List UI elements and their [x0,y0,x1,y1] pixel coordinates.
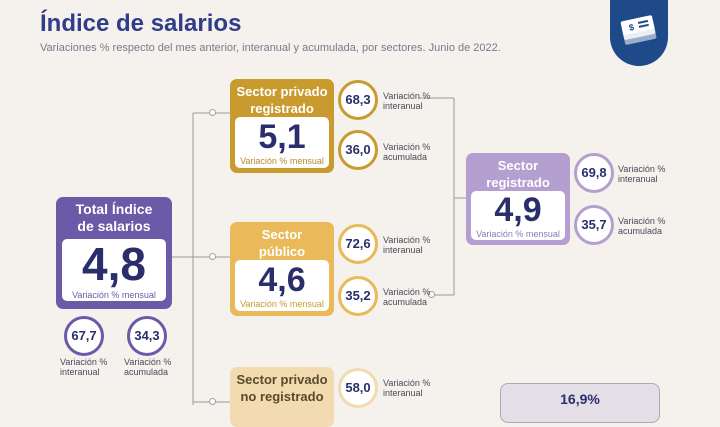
privado-interanual-label: Variación % interanual [383,91,431,111]
privado-monthly-caption: Variación % mensual [240,156,324,166]
privado-acumulada-circle: 36,0 [338,130,378,170]
privado-interanual-value: 68,3 [345,92,371,107]
registrado-interanual-label: Variación % interanual [618,164,666,184]
money-icon: $ [620,15,657,45]
connector-dot [209,253,216,260]
page-title: Índice de salarios [40,10,242,37]
svg-text:$: $ [628,22,635,33]
total-acumulada-label: Variación % acumulada [124,357,172,377]
privado-card-label: Sector privado registrado [236,84,328,116]
registrado-acumulada-label: Variación % acumulada [618,216,666,236]
no-registrado-card-label: Sector privado no registrado [236,372,328,404]
total-interanual-label: Variación % interanual [60,357,108,377]
total-interanual-circle: 67,7 [64,316,104,356]
no-registrado-interanual-circle: 58,0 [338,368,378,408]
publico-monthly-value: 4,6 [258,261,306,299]
privado-acumulada-label: Variación % acumulada [383,142,431,162]
publico-interanual-value: 72,6 [345,236,371,251]
privado-interanual-circle: 68,3 [338,80,378,120]
registrado-monthly-value: 4,9 [494,191,542,229]
bottom-summary-box: 16,9% [500,383,660,423]
registrado-interanual-circle: 69,8 [574,153,614,193]
total-acumulada-circle: 34,3 [127,316,167,356]
connector-dot [428,291,435,298]
publico-acumulada-circle: 35,2 [338,276,378,316]
privado-card-body: 5,1 Variación % mensual [235,117,329,168]
privado-card: Sector privado registrado 5,1 Variación … [230,79,334,173]
publico-card-body: 4,6 Variación % mensual [235,260,329,311]
publico-acumulada-value: 35,2 [345,288,371,303]
no-registrado-card: Sector privado no registrado [230,367,334,427]
publico-card: Sector público 4,6 Variación % mensual [230,222,334,316]
connector-dot [209,398,216,405]
publico-interanual-circle: 72,6 [338,224,378,264]
no-registrado-interanual-value: 58,0 [345,380,371,395]
total-card: Total Índice de salarios 4,8 Variación %… [56,197,172,309]
registrado-card-body: 4,9 Variación % mensual [471,191,565,240]
registrado-acumulada-value: 35,7 [581,217,607,232]
privado-acumulada-value: 36,0 [345,142,371,157]
total-acumulada-value: 34,3 [134,328,160,343]
publico-card-label: Sector público [258,227,306,259]
no-registrado-interanual-label: Variación % interanual [383,378,431,398]
registrado-acumulada-circle: 35,7 [574,205,614,245]
connector-dot [209,109,216,116]
total-monthly-caption: Variación % mensual [72,290,156,300]
registrado-card: Sector registrado 4,9 Variación % mensua… [466,153,570,245]
publico-interanual-label: Variación % interanual [383,235,431,255]
publico-acumulada-label: Variación % acumulada [383,287,431,307]
total-card-body: 4,8 Variación % mensual [62,239,166,301]
registrado-card-label: Sector registrado [486,158,550,190]
publico-monthly-caption: Variación % mensual [240,299,324,309]
privado-monthly-value: 5,1 [258,118,306,156]
page-subtitle: Variaciones % respecto del mes anterior,… [40,42,501,54]
total-monthly-value: 4,8 [82,238,146,290]
registrado-interanual-value: 69,8 [581,165,607,180]
registrado-monthly-caption: Variación % mensual [476,229,560,239]
total-card-label: Total Índice de salarios [75,201,153,234]
total-interanual-value: 67,7 [71,328,97,343]
bottom-summary-value: 16,9% [560,391,600,407]
logo-badge: $ [610,0,668,66]
